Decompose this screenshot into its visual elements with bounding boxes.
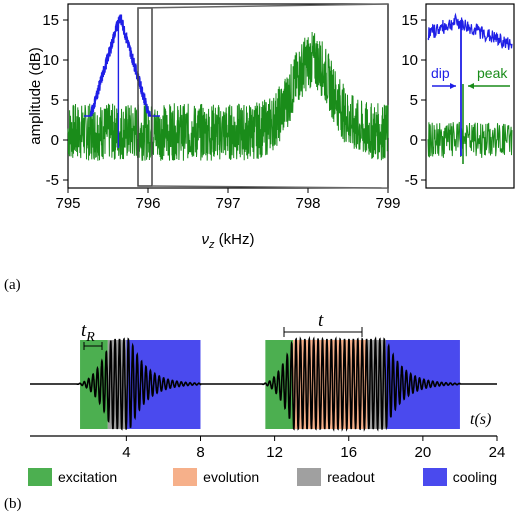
blue-series-line xyxy=(84,14,160,117)
inset-y-tick-label: 10 xyxy=(401,52,418,69)
x-tick-label: 795 xyxy=(55,195,80,212)
inset-y-tick-label: 5 xyxy=(410,92,418,109)
spectrum-series xyxy=(67,14,389,161)
zoom-connector-bottom xyxy=(151,185,389,189)
x-tick-label: 797 xyxy=(215,195,240,212)
inset-series xyxy=(427,12,513,164)
legend-label: evolution xyxy=(203,469,260,485)
legend-swatch xyxy=(422,468,447,486)
inset-y-tick-label: 0 xyxy=(410,132,418,149)
legend-item-cooling: cooling xyxy=(422,468,498,486)
legend-label: excitation xyxy=(58,469,118,485)
panel-a-label: (a) xyxy=(4,277,21,293)
time-tick-label: 24 xyxy=(489,444,506,461)
legend-item-excitation: excitation xyxy=(28,468,117,486)
green-series-line xyxy=(67,31,389,161)
legend-label: cooling xyxy=(452,469,498,485)
x-tick-label: 796 xyxy=(135,195,160,212)
zoom-inset-plot: -5 0 5 10 15 dip peak xyxy=(401,3,515,189)
time-tick-label: 16 xyxy=(340,444,357,461)
signal-waveform xyxy=(30,335,497,432)
inset-frame xyxy=(425,3,515,189)
x-tick-label: 798 xyxy=(295,195,320,212)
y-tick-label: -5 xyxy=(46,172,59,189)
zoom-connector-top xyxy=(137,3,389,9)
inset-ticks: -5 0 5 10 15 xyxy=(401,12,426,189)
peak-arrowhead xyxy=(468,83,474,89)
legend-item-readout: readout xyxy=(297,468,375,486)
spectrum-plot: 795 796 797 798 799 -5 0 5 10 15 amplitude (dB) ν… xyxy=(27,3,401,251)
legend-swatch xyxy=(173,468,198,486)
time-tick-label: 4 xyxy=(122,444,130,461)
inset-y-tick-label: -5 xyxy=(405,172,418,189)
y-tick-label: 0 xyxy=(51,132,59,149)
y-tick-label: 5 xyxy=(51,92,59,109)
t-label: t xyxy=(318,310,324,331)
legend: excitation evolution readout cooling xyxy=(28,468,520,486)
time-tick-label: 12 xyxy=(266,444,283,461)
legend-item-evolution: evolution xyxy=(173,468,259,486)
panel-b-label: (b) xyxy=(4,496,22,512)
y-tick-label: 15 xyxy=(42,12,59,29)
legend-swatch xyxy=(297,468,322,486)
tR-label: tR xyxy=(81,320,95,345)
timeline-plot: 4 8 12 16 20 24 tR t t(s) xyxy=(30,310,505,461)
y-tick-label: 10 xyxy=(42,52,59,69)
time-tick-label: 8 xyxy=(196,444,204,461)
x-tick-label: 799 xyxy=(375,195,400,212)
peak-label: peak xyxy=(477,65,508,81)
time-axis: 4 8 12 16 20 24 xyxy=(30,435,506,461)
inset-green-line xyxy=(427,121,513,158)
inset-blue-line xyxy=(427,12,513,50)
spectrum-ticks: 795 796 797 798 799 -5 0 5 10 15 xyxy=(42,12,400,212)
time-axis-label: t(s) xyxy=(470,411,491,428)
legend-label: readout xyxy=(327,469,375,485)
legend-swatch xyxy=(28,468,52,486)
dip-arrowhead xyxy=(450,83,456,89)
time-tick-label: 20 xyxy=(415,444,432,461)
inset-y-tick-label: 15 xyxy=(401,12,418,29)
y-axis-label: amplitude (dB) xyxy=(27,47,44,145)
x-axis-label: νz (kHz) xyxy=(202,231,255,251)
dip-label: dip xyxy=(431,65,450,81)
